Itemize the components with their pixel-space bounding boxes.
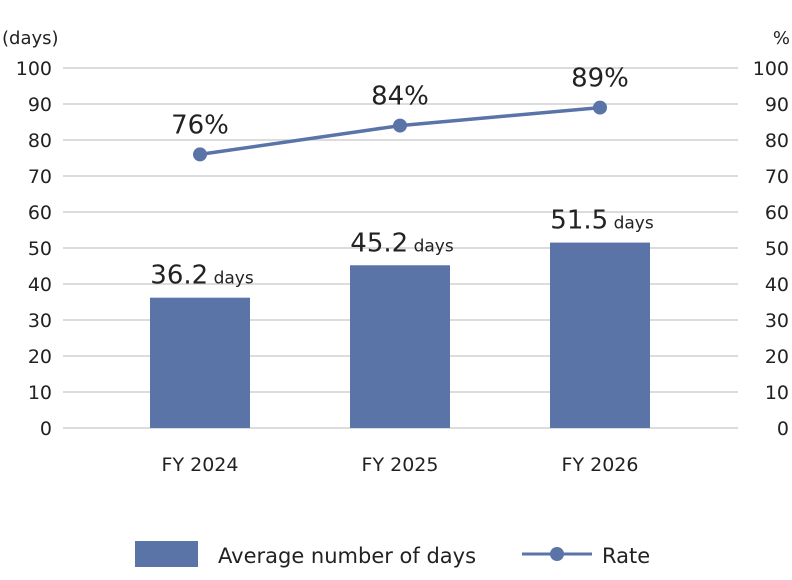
x-tick-label: FY 2026 (562, 454, 639, 476)
y-right-tick-label: 70 (765, 166, 789, 188)
y-right-tick-label: 90 (765, 94, 789, 116)
y-left-tick-label: 50 (28, 238, 52, 260)
y-left-tick-label: 70 (28, 166, 52, 188)
legend-bar-swatch (135, 541, 198, 567)
bar-series: 36.2 days 45.2 days 51.5 days (150, 206, 654, 428)
y-right-tick-label: 30 (765, 310, 789, 332)
y-left-tick-label: 30 (28, 310, 52, 332)
y-right-tick-label: 0 (777, 418, 789, 440)
rate-data-label: 84% (371, 82, 429, 112)
y-right-tick-label: 40 (765, 274, 789, 296)
y-left-tick-label: 0 (40, 418, 52, 440)
x-tick-label: FY 2025 (362, 454, 439, 476)
bar (150, 297, 250, 428)
bar-data-label: 45.2 days (350, 228, 454, 258)
y-left-tick-label: 40 (28, 274, 52, 296)
x-axis: FY 2024 FY 2025 FY 2026 (162, 454, 639, 476)
y-right-tick-label: 80 (765, 130, 789, 152)
y-left-tick-label: 100 (16, 58, 52, 80)
y-left-tick-label: 80 (28, 130, 52, 152)
y-right-tick-label: 60 (765, 202, 789, 224)
rate-point (593, 100, 607, 115)
y-axis-left-label: (days) (2, 28, 59, 49)
x-tick-label: FY 2024 (162, 454, 239, 476)
y-right-tick-label: 20 (765, 346, 789, 368)
rate-data-label: 89% (571, 64, 629, 94)
line-series: 76% 84% 89% (171, 64, 629, 162)
rate-point (393, 118, 407, 133)
y-right-tick-label: 10 (765, 382, 789, 404)
y-left-tick-label: 10 (28, 382, 52, 404)
y-axis-right-label: % (773, 28, 790, 49)
bar (350, 265, 450, 428)
y-left-tick-label: 60 (28, 202, 52, 224)
y-axis-right: % 0 10 20 30 40 50 60 70 80 90 100 (753, 28, 790, 440)
y-left-tick-label: 90 (28, 94, 52, 116)
rate-data-label: 76% (171, 110, 229, 140)
legend-line-marker (550, 547, 564, 561)
legend: Average number of days Rate (135, 541, 650, 568)
legend-bar-label: Average number of days (218, 544, 476, 568)
y-right-tick-label: 100 (753, 58, 789, 80)
y-axis-left: (days) 0 10 20 30 40 50 60 70 80 90 100 (2, 28, 59, 440)
y-right-tick-label: 50 (765, 238, 789, 260)
rate-point (193, 147, 207, 162)
bar (550, 242, 650, 428)
legend-line-label: Rate (602, 544, 650, 568)
y-left-tick-label: 20 (28, 346, 52, 368)
bar-data-label: 51.5 days (550, 206, 654, 236)
bar-data-label: 36.2 days (150, 261, 254, 291)
